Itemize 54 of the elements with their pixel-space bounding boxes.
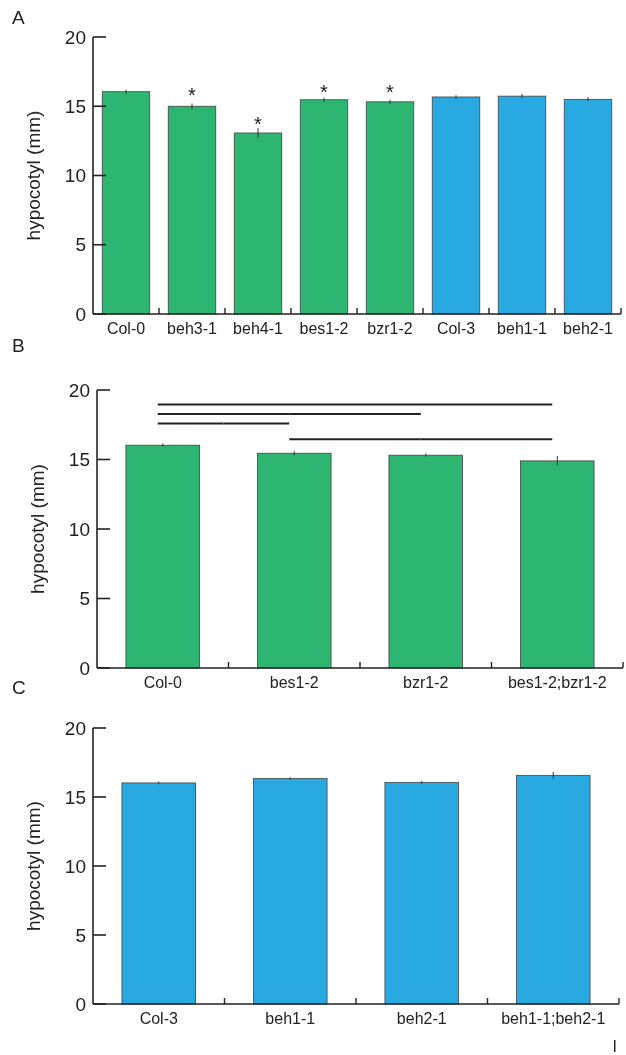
y-tick-label: 20 [64, 717, 86, 739]
annotation: * [254, 113, 263, 136]
y-tick-label: 0 [79, 657, 90, 679]
bar [365, 101, 415, 315]
x-tick-label: bes1-2 [269, 674, 319, 691]
bar [563, 98, 613, 315]
annotation: * [386, 81, 395, 104]
bar [520, 460, 595, 669]
chart-title: A [12, 7, 25, 28]
x-tick-label: beh3-1 [167, 320, 218, 337]
y-tick-label: 5 [75, 234, 86, 256]
y-tick-label: 20 [64, 26, 86, 48]
x-tick-label: beh1-1 [265, 1010, 316, 1027]
chart-title: C [12, 677, 26, 698]
x-tick-label: Col-3 [436, 320, 476, 337]
x-tick-label: Col-0 [106, 320, 146, 337]
annotation: * [320, 81, 329, 104]
bar [299, 99, 349, 315]
y-tick-label: 10 [68, 518, 90, 540]
y-tick-label: 20 [68, 379, 90, 401]
bar [233, 132, 283, 315]
y-tick-label: 10 [64, 855, 86, 877]
bar [257, 452, 332, 669]
bar [431, 96, 481, 315]
y-tick-label: 15 [64, 95, 86, 117]
y-tick-label: 5 [79, 588, 90, 610]
y-axis-title: hypocotyl (mm) [23, 110, 44, 241]
x-tick-label: bzr1-2 [367, 320, 413, 337]
x-tick-label: bes1-2 [299, 320, 349, 337]
x-tick-label: beh1-1 [497, 320, 548, 337]
y-tick-label: 0 [75, 303, 86, 325]
text: I [612, 1038, 617, 1055]
x-tick-label: beh2-1 [563, 320, 614, 337]
y-tick-label: 10 [64, 165, 86, 187]
bar [101, 91, 151, 315]
x-tick-label: bes1-2;bzr1-2 [507, 674, 607, 691]
y-tick-label: 5 [75, 924, 86, 946]
bar [388, 454, 463, 669]
x-tick-label: Col-3 [139, 1010, 178, 1027]
bar [125, 444, 200, 669]
x-tick-label: beh4-1 [233, 320, 284, 337]
x-tick-label: beh2-1 [396, 1010, 447, 1027]
x-tick-label: bzr1-2 [403, 674, 449, 691]
bar [497, 95, 547, 315]
y-tick-label: 0 [75, 993, 86, 1015]
annotation: * [188, 84, 197, 107]
y-axis-title: hypocotyl (mm) [27, 464, 48, 594]
y-axis-title: hypocotyl (mm) [23, 801, 44, 931]
chart-title: B [12, 335, 25, 356]
y-tick-label: 15 [68, 449, 90, 471]
bar [167, 105, 217, 315]
y-tick-label: 15 [64, 786, 86, 808]
x-tick-label: beh1-1;beh2-1 [501, 1010, 606, 1027]
x-tick-label: Col-0 [143, 674, 182, 691]
